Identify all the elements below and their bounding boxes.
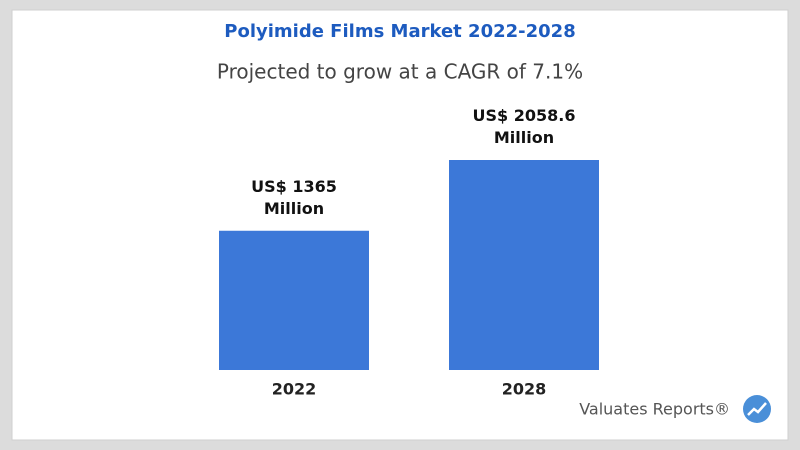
logo-icon <box>743 395 771 423</box>
chart-title: Polyimide Films Market 2022-2028 <box>224 21 575 42</box>
card <box>11 9 789 441</box>
bar <box>219 230 369 370</box>
logo: Valuates Reports® <box>579 395 771 423</box>
logo-icon-mark <box>747 402 767 416</box>
chart-subtitle: Projected to grow at a CAGR of 7.1% <box>217 60 583 84</box>
logo-text: Valuates Reports® <box>579 400 730 419</box>
x-tick-label: 2028 <box>502 380 547 399</box>
value-label: US$ 2058.6 Million <box>473 106 576 147</box>
bar <box>449 160 599 370</box>
x-tick-label: 2022 <box>272 380 317 399</box>
value-label: US$ 1365 Million <box>251 176 337 217</box>
